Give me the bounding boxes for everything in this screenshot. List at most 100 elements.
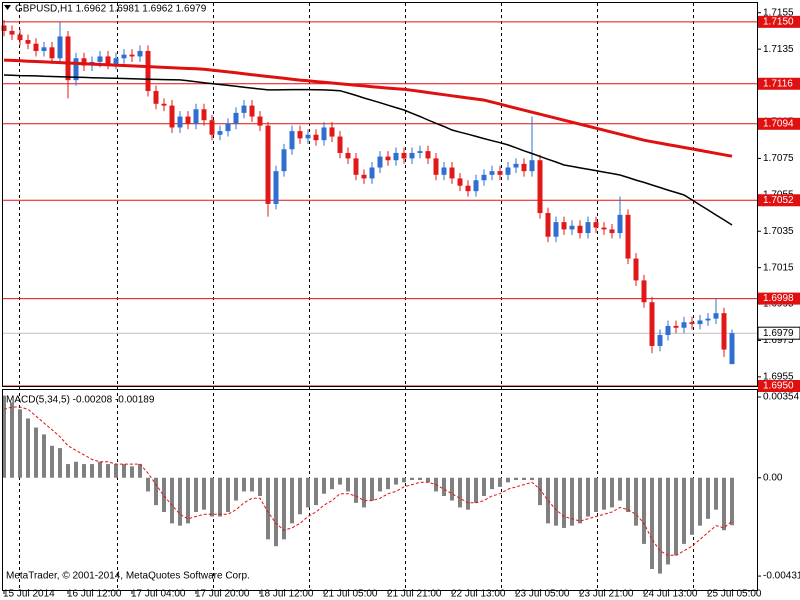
y-tick-label: 1.7075: [763, 153, 794, 164]
macd-bar: [562, 477, 566, 528]
y-tick-label: 1.7135: [763, 44, 794, 55]
candle-body: [57, 36, 63, 59]
macd-bar: [498, 477, 502, 487]
candle-body: [401, 152, 407, 159]
candle-body: [625, 214, 631, 259]
macd-bar: [370, 477, 374, 501]
macd-bar: [234, 477, 238, 501]
macd-bar: [154, 477, 158, 506]
macd-bar: [378, 477, 382, 492]
macd-bar: [418, 477, 422, 481]
copyright: MetaTrader, © 2001-2014, MetaQuotes Soft…: [6, 571, 250, 582]
candle-body: [617, 214, 623, 234]
level-label: 1.7094: [763, 118, 794, 129]
macd-bar: [242, 477, 246, 492]
candle-body: [153, 91, 159, 104]
menu-arrow[interactable]: [4, 5, 11, 10]
candle-body: [705, 318, 711, 321]
day-separators: [19, 3, 694, 590]
candle-body: [209, 120, 215, 135]
macd-bar: [442, 477, 446, 497]
macd-bar: [338, 477, 342, 485]
candle-body: [457, 178, 463, 186]
candle-body: [609, 229, 615, 234]
candle-body: [305, 134, 311, 139]
candle-body: [385, 156, 391, 161]
macd-bar: [658, 477, 662, 574]
x-tick-label: 24 Jul 13:00: [643, 589, 698, 600]
level-label-box: [758, 15, 800, 28]
candle-body: [185, 116, 191, 124]
candle-body: [521, 163, 527, 172]
x-tick-label: 23 Jul 21:00: [579, 589, 634, 600]
macd-bar: [58, 448, 62, 478]
macd-bar: [138, 464, 142, 478]
candle-body: [593, 222, 599, 228]
macd-bar: [178, 477, 182, 526]
candle-body: [489, 171, 495, 175]
macd-bar: [218, 477, 222, 517]
macd-pane-frame: [2, 389, 758, 591]
macd-bar: [506, 477, 510, 483]
candle-body: [601, 227, 607, 230]
level-label-box: [758, 117, 800, 130]
macd-bar: [714, 477, 718, 510]
macd-bar: [690, 477, 694, 535]
candle-body: [537, 160, 543, 214]
macd-bar: [666, 477, 670, 565]
macd-bar: [194, 477, 198, 512]
macd-bar: [74, 461, 78, 478]
macd-bar: [66, 464, 70, 478]
macd-bar: [114, 464, 118, 478]
macd-bar: [674, 477, 678, 556]
candle-body: [729, 333, 735, 365]
macd-bar: [362, 477, 366, 508]
candle-body: [665, 325, 671, 336]
symbol-title: GBPUSD,H1 1.6962 1.6981 1.6962 1.6979: [15, 4, 207, 15]
candle-body: [473, 180, 479, 192]
macd-bar: [522, 477, 526, 481]
candle-body: [161, 103, 167, 106]
macd-bar: [570, 477, 574, 526]
macd-bar: [282, 477, 286, 540]
candle-body: [113, 58, 119, 64]
candle-body: [329, 127, 335, 137]
candle-body: [361, 174, 367, 179]
macd-bar: [82, 464, 86, 478]
macd-bar: [394, 477, 398, 485]
y-tick-label: 1.7015: [763, 262, 794, 273]
last-price-box: [757, 326, 800, 340]
candle-body: [649, 302, 655, 346]
macd-bar: [594, 477, 598, 512]
y-tick-label: 0.00: [763, 472, 783, 483]
indicator-title: MACD(5,34,5) -0.00208 -0.00189: [6, 395, 155, 406]
candle-body: [265, 125, 271, 204]
macd-bar: [722, 477, 726, 531]
x-tick-label: 15 Jul 2014: [3, 589, 55, 600]
candle-body: [241, 105, 247, 113]
macd-bar: [490, 477, 494, 490]
candle-body: [529, 160, 535, 172]
candle-body: [177, 116, 183, 128]
candle-body: [225, 123, 231, 132]
candle-body: [65, 36, 71, 81]
macd-bar: [482, 477, 486, 497]
candle-body: [697, 320, 703, 325]
candle-body: [377, 156, 383, 168]
candle-body: [281, 149, 287, 172]
candle-body: [201, 109, 207, 121]
macd-bar: [634, 477, 638, 526]
macd-bar: [18, 409, 22, 478]
level-label-box: [758, 292, 800, 305]
macd-bar: [34, 427, 38, 478]
candle-body: [105, 56, 111, 64]
candle-body: [417, 151, 423, 153]
candle-body: [673, 325, 679, 328]
macd-bar: [586, 477, 590, 517]
x-tick-label: 21 Jul 05:00: [323, 589, 378, 600]
candle-body: [137, 50, 143, 57]
y-tick-label: 1.7035: [763, 226, 794, 237]
candle-body: [313, 134, 319, 141]
x-tick-label: 23 Jul 05:00: [515, 589, 570, 600]
